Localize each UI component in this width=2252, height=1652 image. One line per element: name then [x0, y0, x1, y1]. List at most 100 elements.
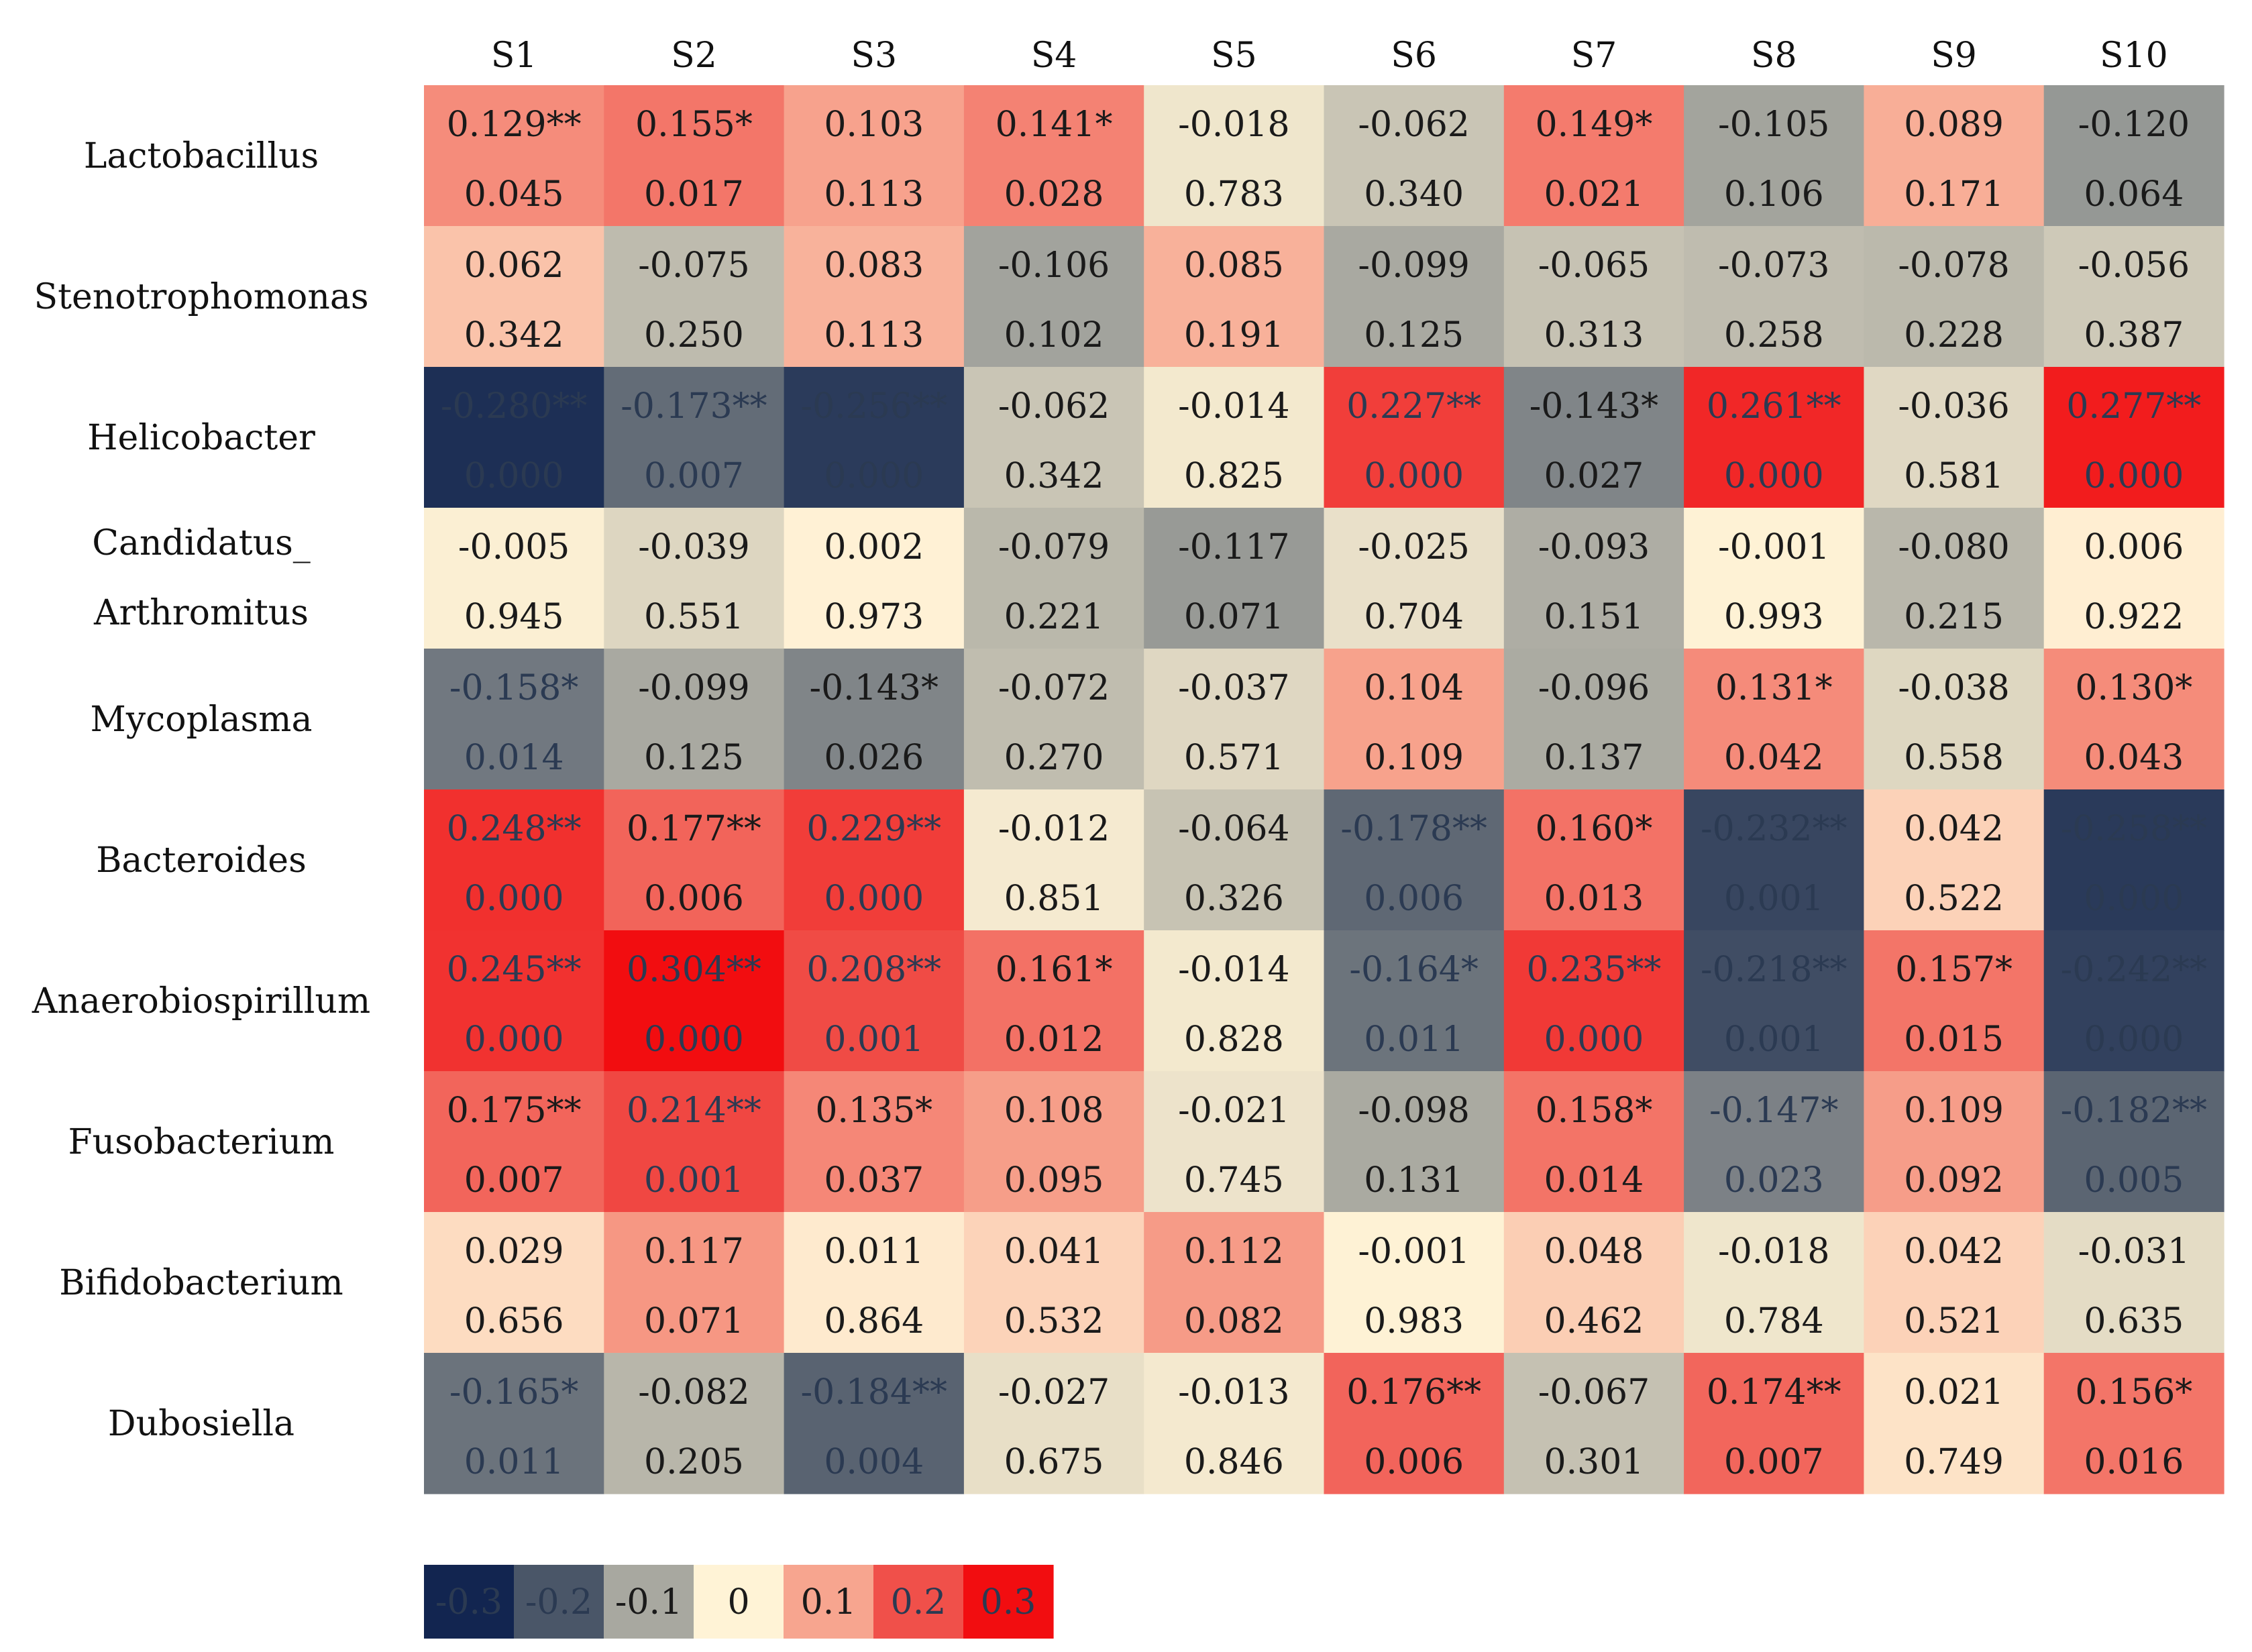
cell-background — [1864, 1071, 2045, 1213]
correlation-value: -0.082 — [638, 1372, 749, 1413]
legend-color — [694, 1565, 784, 1639]
row-label: Bacteroides — [96, 840, 307, 881]
cell-background — [424, 649, 604, 790]
correlation-value: 0.175** — [447, 1091, 582, 1131]
cell-background — [1324, 1353, 1505, 1494]
heatmap-cell: -0.242** 0.000 — [2043, 930, 2224, 1072]
correlation-value: -0.184** — [801, 1372, 947, 1413]
p-value: 0.635 — [2084, 1301, 2184, 1341]
heatmap-cell: -0.001 0.983 — [1324, 1212, 1505, 1354]
correlation-value: -0.038 — [1898, 668, 2009, 708]
p-value: 0.001 — [644, 1160, 744, 1201]
correlation-value: -0.120 — [2078, 105, 2190, 145]
correlation-value: 0.235** — [1527, 950, 1662, 990]
p-value: 0.000 — [644, 1020, 744, 1060]
p-value: 0.000 — [1364, 456, 1464, 496]
correlation-value: -0.027 — [998, 1372, 1110, 1413]
cell-background — [1503, 1353, 1684, 1494]
p-value: 0.092 — [1904, 1160, 2004, 1201]
heatmap-cell: 0.160* 0.013 — [1503, 789, 1684, 931]
correlation-value: -0.001 — [1718, 527, 1829, 567]
correlation-value: -0.143* — [1530, 386, 1658, 427]
p-value: 0.071 — [644, 1301, 744, 1341]
correlation-value: -0.182** — [2061, 1091, 2207, 1131]
correlation-value: 0.108 — [1004, 1091, 1104, 1131]
cell-background — [1503, 1212, 1684, 1354]
cell-background — [1503, 226, 1684, 368]
column-label-s4: S4 — [1031, 36, 1077, 76]
heatmap-cell: 0.002 0.973 — [784, 508, 965, 649]
p-value: 0.027 — [1544, 456, 1644, 496]
heatmap-cell: -0.031 0.635 — [2043, 1212, 2224, 1354]
cell-background — [424, 930, 604, 1072]
p-value: 0.215 — [1904, 597, 2004, 637]
cell-background — [2043, 1212, 2224, 1354]
cell-background — [1864, 789, 2045, 931]
correlation-value: -0.080 — [1898, 527, 2009, 567]
cell-background — [424, 789, 604, 931]
cell-background — [1684, 930, 1864, 1072]
cell-background — [784, 649, 965, 790]
cell-background — [1144, 508, 1325, 649]
cell-background — [1864, 1353, 2045, 1494]
correlation-value: 0.117 — [644, 1231, 744, 1272]
heatmap-cell: -0.037 0.571 — [1144, 649, 1325, 790]
p-value: 0.945 — [464, 597, 564, 637]
heatmap-cell: -0.062 0.342 — [963, 367, 1144, 508]
heatmap-cell: 0.155* 0.017 — [604, 85, 785, 227]
cell-background — [424, 1212, 604, 1354]
p-value: 0.016 — [2084, 1442, 2184, 1482]
heatmap-cell: 0.029 0.656 — [424, 1212, 604, 1354]
heatmap-cell: 0.062 0.342 — [424, 226, 604, 368]
heatmap-cell: -0.072 0.270 — [963, 649, 1144, 790]
heatmap-cell: -0.036 0.581 — [1864, 367, 2045, 508]
correlation-value: -0.173** — [621, 386, 767, 427]
column-label-s6: S6 — [1391, 36, 1437, 76]
heatmap-cell: 0.261** 0.000 — [1684, 367, 1864, 508]
row-label: Fusobacterium — [68, 1122, 335, 1162]
correlation-value: -0.018 — [1178, 105, 1289, 145]
p-value: 0.783 — [1184, 174, 1284, 215]
p-value: 0.007 — [644, 456, 744, 496]
cell-background — [424, 508, 604, 649]
cell-background — [2043, 367, 2224, 508]
row-label: Stenotrophomonas — [34, 277, 368, 317]
cell-background — [1684, 1353, 1864, 1494]
heatmap-cell: 0.083 0.113 — [784, 226, 965, 368]
cell-background — [1864, 367, 2045, 508]
heatmap-cell: 0.149* 0.021 — [1503, 85, 1684, 227]
cell-background — [2043, 508, 2224, 649]
heatmap-cell: 0.177** 0.006 — [604, 789, 785, 931]
p-value: 0.000 — [464, 879, 564, 919]
cell-background — [963, 1212, 1144, 1354]
legend-label: -0.1 — [615, 1582, 682, 1622]
heatmap-cell: -0.027 0.675 — [963, 1353, 1144, 1494]
correlation-value: -0.021 — [1178, 1091, 1289, 1131]
legend-label: 0.1 — [801, 1582, 857, 1622]
p-value: 0.026 — [824, 738, 924, 778]
correlation-value: 0.261** — [1707, 386, 1841, 427]
cell-background — [1144, 1353, 1325, 1494]
legend-swatch: -0.1 — [604, 1565, 694, 1639]
cell-background — [2043, 226, 2224, 368]
p-value: 0.171 — [1904, 174, 2004, 215]
legend-color — [963, 1565, 1054, 1639]
p-value: 0.000 — [824, 456, 924, 496]
p-value: 0.313 — [1544, 315, 1644, 355]
row-label-group: Bacteroides — [96, 840, 307, 881]
heatmap-cell: 0.112 0.082 — [1144, 1212, 1325, 1354]
p-value: 0.205 — [644, 1442, 744, 1482]
heatmap-cell: -0.038 0.558 — [1864, 649, 2045, 790]
correlation-value: -0.036 — [1898, 386, 2009, 427]
heatmap-cell: 0.157* 0.015 — [1864, 930, 2045, 1072]
correlation-value: -0.062 — [1358, 105, 1469, 145]
p-value: 0.137 — [1544, 738, 1644, 778]
cell-background — [1503, 85, 1684, 227]
p-value: 0.675 — [1004, 1442, 1104, 1482]
cell-background — [1684, 1212, 1864, 1354]
column-label-s7: S7 — [1571, 36, 1617, 76]
heatmap-cell: 0.104 0.109 — [1324, 649, 1505, 790]
heatmap-cell: 0.108 0.095 — [963, 1071, 1144, 1213]
heatmap-cell: -0.165* 0.011 — [424, 1353, 604, 1494]
heatmap-cell: -0.099 0.125 — [604, 649, 785, 790]
